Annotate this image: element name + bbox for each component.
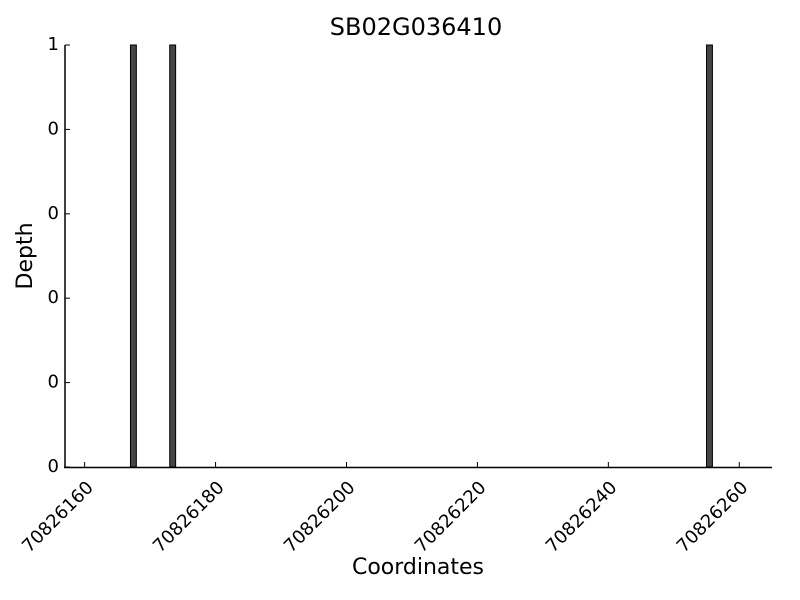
y-tick-label: 0 (48, 456, 59, 477)
bar (129, 44, 137, 468)
bar (169, 44, 177, 468)
y-tick-label: 0 (48, 372, 59, 393)
y-tick-label: 0 (48, 287, 59, 308)
x-tick-label: 70826160 (18, 477, 98, 557)
y-tick-label: 1 (48, 34, 59, 55)
bar (706, 44, 713, 468)
x-tick-label: 70826240 (542, 477, 622, 557)
y-axis-label: Depth (13, 222, 38, 289)
x-axis-label: Coordinates (352, 555, 484, 580)
x-tick-label: 70826260 (673, 477, 753, 557)
y-tick-label: 0 (48, 118, 59, 139)
y-tick-label: 0 (48, 203, 59, 224)
x-tick-label: 70826200 (280, 477, 360, 557)
chart-title: SB02G036410 (330, 13, 502, 41)
x-tick-label: 70826220 (411, 477, 491, 557)
x-tick-label: 70826180 (149, 477, 229, 557)
